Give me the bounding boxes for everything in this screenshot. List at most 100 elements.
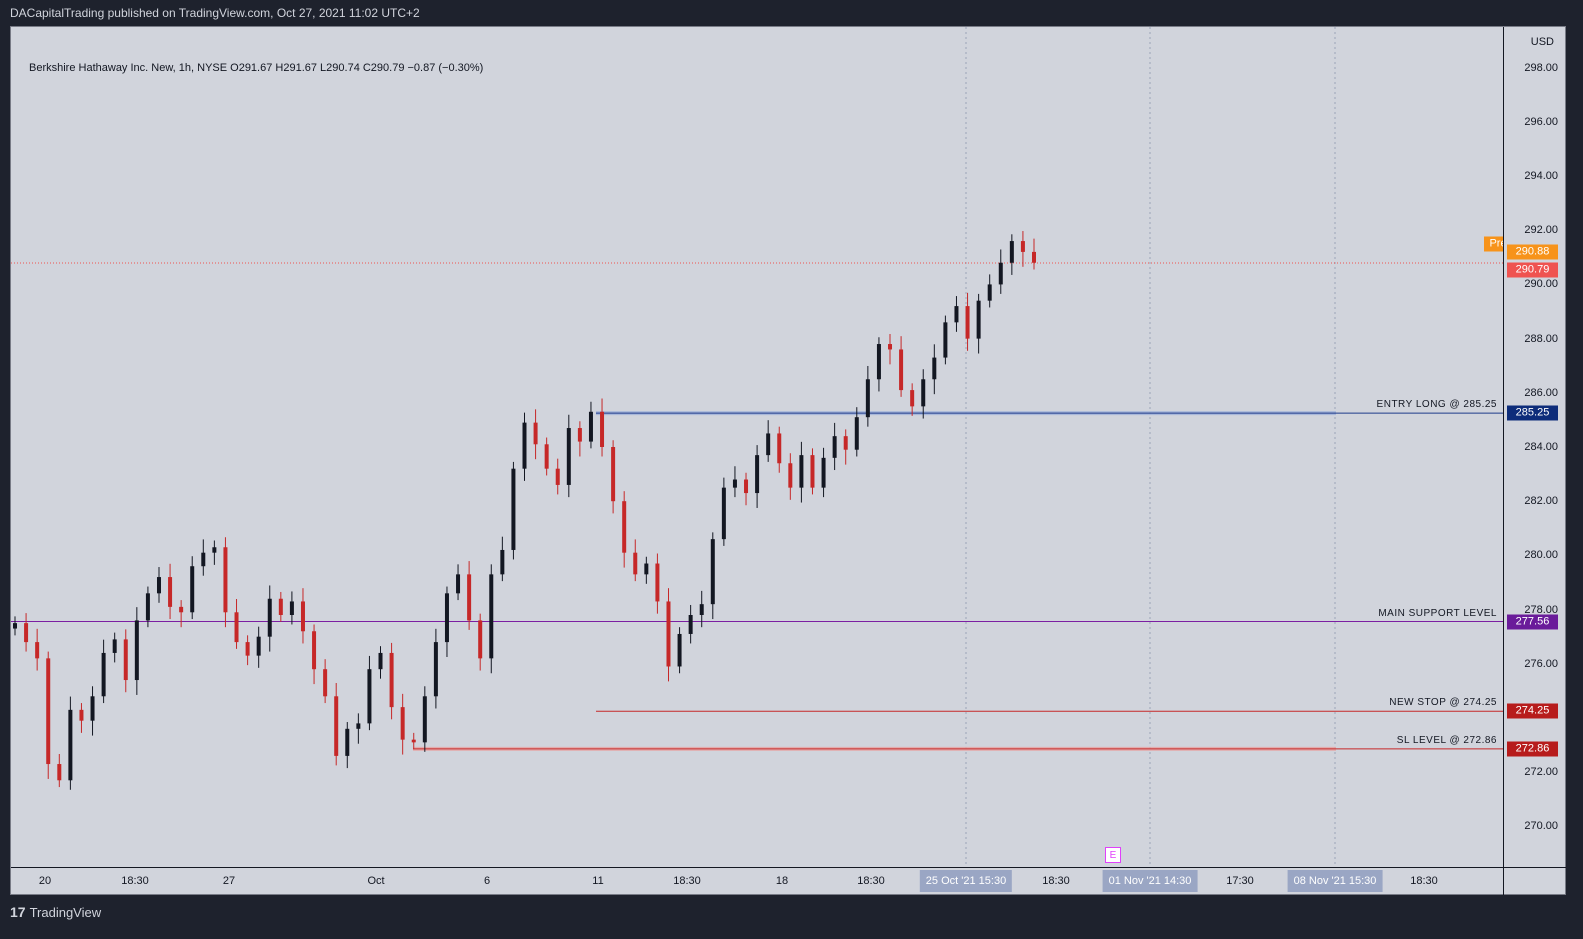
candle-body (389, 652, 394, 708)
candle-body (478, 620, 483, 659)
candle-body (677, 633, 682, 667)
candle-body (876, 344, 881, 380)
time-tick: 27 (222, 875, 236, 887)
price-tick: 294.00 (1524, 170, 1558, 183)
candle-body (843, 436, 848, 450)
entry-price-label: 285.25 (1507, 405, 1558, 421)
candle-body (400, 707, 405, 740)
candle-body (888, 344, 893, 350)
time-highlight-1: 25 Oct '21 15:30 (919, 870, 1013, 892)
candle-body (555, 468, 560, 485)
price-tick: 292.00 (1524, 224, 1558, 237)
price-tick: 290.00 (1524, 278, 1558, 291)
price-tick: 272.00 (1524, 766, 1558, 779)
candle-body (256, 636, 261, 656)
time-highlight-3: 08 Nov '21 15:30 (1287, 870, 1383, 892)
price-tick: 276.00 (1524, 657, 1558, 670)
newstop-price-label: 274.25 (1507, 703, 1558, 719)
candle-body (710, 539, 715, 605)
footer-brand[interactable]: 17 TradingView (10, 904, 101, 920)
price-tick: 280.00 (1524, 549, 1558, 562)
candle-body (766, 433, 771, 456)
candle-body (68, 709, 73, 781)
time-tick: 17:30 (1226, 875, 1254, 887)
candle-body (112, 639, 117, 653)
candle-body (123, 639, 128, 681)
time-tick: 20 (38, 875, 52, 887)
candle-body (190, 566, 195, 613)
candle-body (899, 349, 904, 391)
new-stop-label: NEW STOP @ 274.25 (1389, 697, 1497, 709)
entry-long-label: ENTRY LONG @ 285.25 (1376, 399, 1497, 411)
candle-body (433, 642, 438, 697)
candle-body (799, 455, 804, 488)
candlestick-chart[interactable] (11, 27, 1503, 867)
price-tick: 298.00 (1524, 61, 1558, 74)
price-tick: 270.00 (1524, 820, 1558, 833)
time-highlight-2: 01 Nov '21 14:30 (1102, 870, 1198, 892)
candle-body (666, 601, 671, 667)
candle-body (943, 322, 948, 358)
candle-body (533, 422, 538, 445)
candle-body (611, 447, 616, 502)
candle-body (289, 601, 294, 615)
candle-body (987, 284, 992, 301)
candle-body (156, 577, 161, 594)
time-axis[interactable]: 20 18:30 27 Oct 6 11 18:30 18 18:30 18:30 17:30 18:… (11, 867, 1503, 895)
candle-body (367, 669, 372, 724)
candle-body (500, 549, 505, 575)
time-tick: 18:30 (121, 875, 149, 887)
candle-body (467, 574, 472, 621)
candle-body (1009, 241, 1014, 263)
candle-body (633, 552, 638, 575)
candle-body (622, 501, 627, 553)
candle-body (954, 306, 959, 323)
candle-body (644, 563, 649, 575)
price-axis[interactable]: USD 298.00 296.00 294.00 292.00 290.00 288.00… (1503, 27, 1566, 867)
candle-body (699, 604, 704, 615)
price-tick: 282.00 (1524, 495, 1558, 508)
candle-body (57, 764, 62, 781)
earnings-marker-icon[interactable]: E (1105, 847, 1121, 863)
support-price-label: 277.56 (1507, 614, 1558, 629)
candle-body (13, 623, 17, 629)
candle-body (345, 728, 350, 756)
candle-body (245, 642, 250, 656)
candle-body (145, 593, 150, 621)
price-tick: 278.00 (1524, 603, 1558, 616)
axis-corner (1503, 867, 1566, 895)
candle-body (832, 436, 837, 458)
tradingview-brand-text: TradingView (29, 904, 102, 920)
candle-body (312, 631, 317, 670)
candle-body (921, 379, 926, 407)
chart-plot-area[interactable]: Berkshire Hathaway Inc. New, 1h, NYSE O2… (11, 27, 1503, 867)
candle-body (24, 623, 29, 643)
candle-body (566, 428, 571, 485)
candle-body (46, 658, 51, 765)
candle-body (655, 563, 660, 602)
candle-body (267, 598, 272, 637)
candle-body (788, 463, 793, 488)
candle-body (865, 379, 870, 418)
candle-body (600, 411, 605, 447)
candle-body (212, 547, 217, 553)
time-tick: 11 (592, 875, 604, 887)
currency-label: USD (1530, 36, 1554, 48)
candle-body (932, 357, 937, 380)
candle-body (101, 652, 106, 697)
time-tick: 18:30 (1042, 875, 1070, 887)
candle-body (444, 593, 449, 643)
premarket-tag: Pre (1484, 236, 1503, 252)
candle-body (179, 606, 184, 613)
candle-body (334, 696, 339, 756)
candle-body (976, 300, 981, 339)
candle-body (965, 306, 970, 339)
candle-body (201, 552, 206, 567)
time-tick: 6 (483, 875, 491, 887)
candle-body (456, 574, 461, 594)
candle-body (1020, 241, 1025, 252)
candle-body (810, 455, 815, 488)
candle-body (688, 615, 693, 634)
candle-body (511, 468, 516, 550)
sl-level-label: SL LEVEL @ 272.86 (1396, 734, 1497, 746)
